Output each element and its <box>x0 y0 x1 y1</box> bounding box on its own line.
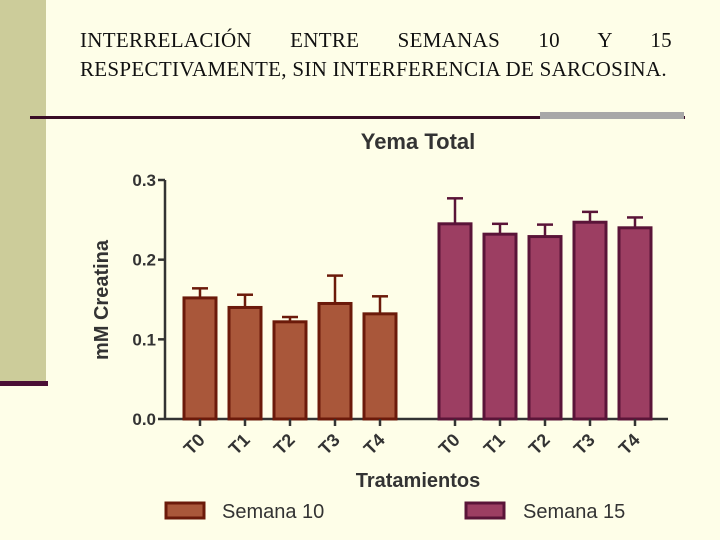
x-tick-label: T4 <box>615 430 644 459</box>
bar <box>362 312 398 421</box>
legend-swatch <box>164 501 206 520</box>
x-tick-label: T3 <box>570 430 599 459</box>
x-tick-label: T0 <box>435 430 464 459</box>
chart-title: Yema Total <box>361 129 476 154</box>
bar <box>227 305 263 421</box>
legend-label: Semana 15 <box>523 501 625 523</box>
x-axis-label: Tratamientos <box>356 470 480 492</box>
legend-swatch <box>464 501 506 520</box>
legend-label: Semana 10 <box>222 501 324 523</box>
x-tick-label: T1 <box>480 430 509 459</box>
bar <box>617 226 653 421</box>
y-tick-label: 0.2 <box>132 251 156 270</box>
y-tick-label: 0.3 <box>132 171 156 190</box>
y-tick-label: 0.0 <box>132 410 156 429</box>
side-decor-strip <box>0 0 46 383</box>
x-tick-label: T4 <box>360 430 389 459</box>
x-tick-label: T2 <box>525 430 554 459</box>
side-decor-edge <box>0 381 48 386</box>
bar <box>527 235 563 421</box>
slide-title: INTERRELACIÓN ENTRE SEMANAS 10 Y 15 RESP… <box>80 28 672 81</box>
bar <box>272 320 308 421</box>
x-tick-label: T1 <box>225 430 254 459</box>
bar <box>437 222 473 421</box>
bar <box>317 301 353 421</box>
title-divider <box>30 116 685 119</box>
x-tick-label: T2 <box>270 430 299 459</box>
x-tick-label: T0 <box>180 430 209 459</box>
bar <box>182 296 218 421</box>
y-axis-label: mM Creatina <box>91 239 113 360</box>
bar <box>482 232 518 421</box>
bar <box>572 220 608 421</box>
y-tick-label: 0.1 <box>132 330 156 349</box>
x-tick-label: T3 <box>315 430 344 459</box>
title-divider-accent <box>540 112 684 119</box>
